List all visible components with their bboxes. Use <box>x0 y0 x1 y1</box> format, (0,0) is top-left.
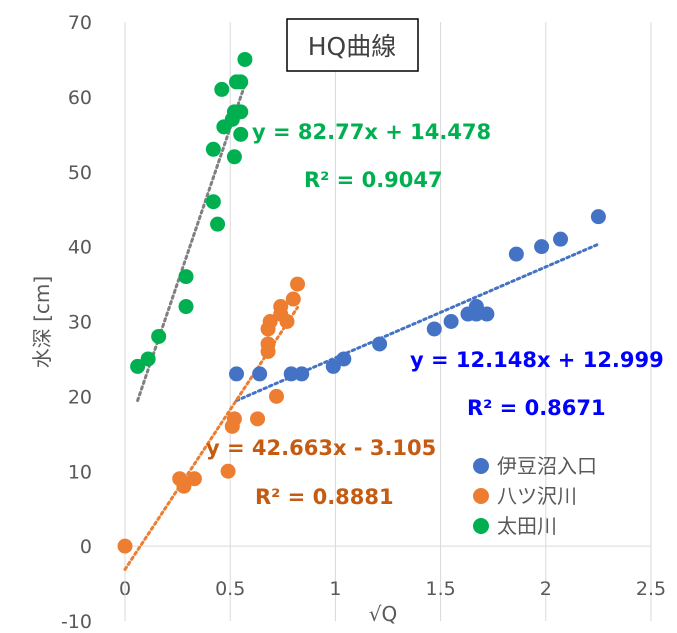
data-point <box>214 81 230 97</box>
data-point <box>336 351 352 367</box>
trendline-r2-izunuma: R² = 0.8671 <box>467 396 606 420</box>
data-point <box>210 216 226 232</box>
data-point <box>262 314 278 329</box>
data-point <box>205 194 221 210</box>
grid-lines <box>229 22 652 621</box>
trendline <box>136 82 247 403</box>
data-point <box>233 126 249 142</box>
data-point <box>590 209 606 225</box>
y-tick-label: 40 <box>68 237 92 259</box>
data-point <box>283 366 299 382</box>
y-tick-label: 50 <box>68 162 92 184</box>
data-point <box>250 411 266 427</box>
data-point <box>140 351 156 367</box>
x-axis-title: √Q <box>369 602 398 626</box>
data-point <box>130 358 146 374</box>
data-point <box>226 411 242 427</box>
legend-marker-yatsusawa <box>473 488 489 504</box>
data-point <box>325 358 341 374</box>
y-tick-label: 30 <box>68 312 92 334</box>
data-point <box>285 291 301 307</box>
legend-label-ota: 太田川 <box>497 514 557 538</box>
legend-item-ota: 太田川 <box>473 514 557 538</box>
y-tick-label: 70 <box>68 12 92 34</box>
legend-marker-izunuma <box>473 458 489 474</box>
x-tick-label: 1.5 <box>425 578 455 600</box>
legend-item-izunuma: 伊豆沼入口 <box>473 454 597 478</box>
data-point <box>553 231 569 247</box>
data-point <box>151 328 167 344</box>
data-point <box>468 299 484 315</box>
y-tick-label: 0 <box>80 536 92 558</box>
data-point <box>220 463 236 479</box>
trendline-equation-ota: y = 82.77x + 14.478 <box>252 120 491 144</box>
data-point <box>233 104 249 120</box>
data-point <box>508 246 524 262</box>
legend-label-yatsusawa: 八ツ沢川 <box>497 484 577 508</box>
data-point <box>205 141 221 157</box>
x-tick-label: 2 <box>540 578 552 600</box>
y-axis-title: 水深 [cm] <box>30 276 54 368</box>
data-point <box>233 74 249 90</box>
x-tick-label: 0.5 <box>215 578 245 600</box>
data-point <box>294 366 310 382</box>
data-point <box>117 538 133 554</box>
data-point <box>372 336 388 352</box>
data-point <box>226 149 242 165</box>
y-tick-label: 20 <box>68 386 92 408</box>
chart-title-box: HQ曲線 <box>286 18 419 72</box>
y-tick-label: 10 <box>68 461 92 483</box>
data-points <box>117 51 606 554</box>
data-point <box>237 51 253 67</box>
x-tick-label: 2.5 <box>636 578 666 600</box>
data-point <box>178 269 194 285</box>
y-tick-label: -10 <box>61 611 92 633</box>
data-point <box>279 314 295 329</box>
data-point <box>290 276 306 292</box>
legend-item-yatsusawa: 八ツ沢川 <box>473 484 577 508</box>
data-point <box>176 478 192 494</box>
x-tick-label: 1 <box>329 578 341 600</box>
data-point <box>534 239 550 255</box>
data-point <box>273 299 289 315</box>
legend-label-izunuma: 伊豆沼入口 <box>497 454 597 478</box>
y-tick-label: 60 <box>68 87 92 109</box>
chart-title: HQ曲線 <box>308 32 396 61</box>
data-point <box>443 314 459 329</box>
data-point <box>260 336 276 352</box>
legend: 伊豆沼入口 八ツ沢川 太田川 <box>473 454 597 538</box>
data-point <box>479 306 495 322</box>
legend-marker-ota <box>473 518 489 534</box>
trendline-equation-izunuma: y = 12.148x + 12.999 <box>410 348 664 372</box>
data-point <box>229 366 245 382</box>
data-point <box>426 321 442 337</box>
data-point <box>268 388 284 404</box>
data-point <box>186 471 202 487</box>
data-point <box>178 299 194 315</box>
chart-title-frame <box>286 18 419 72</box>
trendline-r2-yatsusawa: R² = 0.8881 <box>255 485 394 509</box>
data-point <box>252 366 268 382</box>
trendline-r2-ota: R² = 0.9047 <box>304 168 443 192</box>
trendline-equation-yatsusawa: y = 42.663x - 3.105 <box>206 436 436 460</box>
